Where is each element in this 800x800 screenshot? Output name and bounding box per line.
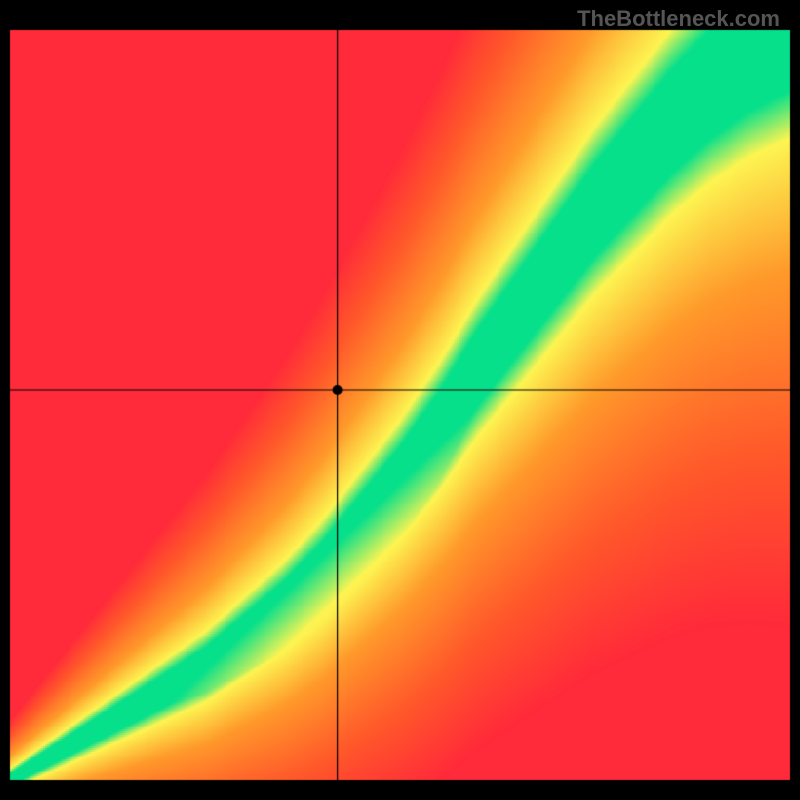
chart-container: TheBottleneck.com — [0, 0, 800, 800]
bottleneck-heatmap-canvas — [0, 0, 800, 800]
watermark-text: TheBottleneck.com — [577, 6, 780, 32]
